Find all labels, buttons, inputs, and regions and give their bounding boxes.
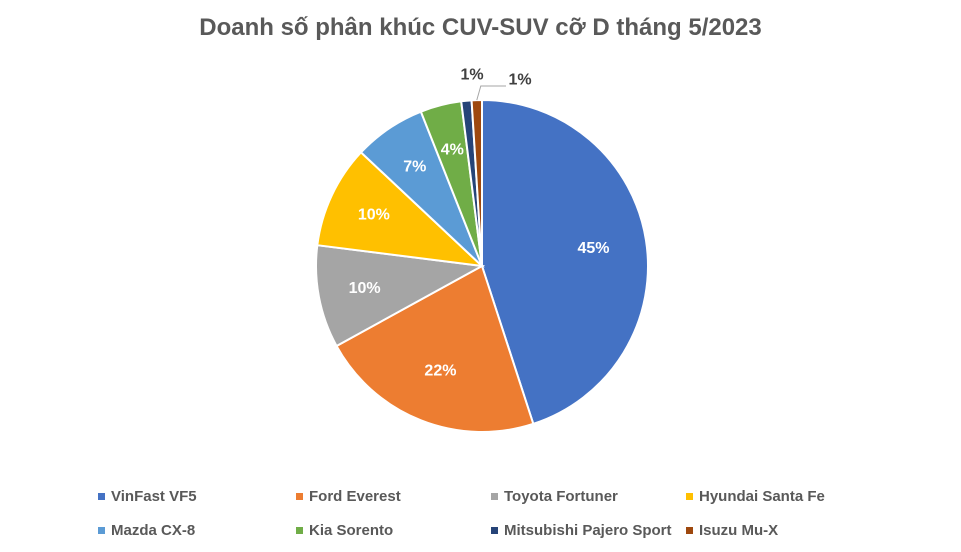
legend-swatch <box>98 527 105 534</box>
legend-item-toyota-fortuner: Toyota Fortuner <box>491 488 618 505</box>
legend-label: Mazda CX-8 <box>111 522 196 539</box>
legend-label: Toyota Fortuner <box>504 488 618 505</box>
leader-lines <box>476 85 506 101</box>
legend-swatch <box>98 493 105 500</box>
legend-item-isuzu-mu-x: Isuzu Mu-X <box>686 522 778 539</box>
legend-item-mazda-cx-8: Mazda CX-8 <box>98 522 195 539</box>
legend-swatch <box>686 493 693 500</box>
legend-label: Hyundai Santa Fe <box>699 488 825 505</box>
pie-slice-hyundai-santa-fe <box>316 150 485 268</box>
chart-title: Doanh số phân khúc CUV-SUV cỡ D tháng 5/… <box>199 14 762 41</box>
data-label-mazda-cx-8: 7% <box>403 159 426 176</box>
data-label-mitsubishi-pajero-sport: 1% <box>460 67 483 84</box>
legend-item-kia-sorento: Kia Sorento <box>296 522 393 539</box>
legend-item-ford-everest: Ford Everest <box>296 488 401 505</box>
legend-swatch <box>491 527 498 534</box>
data-label-vinfast-vf5: 45% <box>577 240 609 257</box>
legend-swatch <box>686 527 693 534</box>
legend-label: VinFast VF5 <box>111 488 197 505</box>
legend-item-hyundai-santa-fe: Hyundai Santa Fe <box>686 488 825 505</box>
pie-slices <box>315 98 649 433</box>
legend-label: Kia Sorento <box>309 522 394 539</box>
data-label-kia-sorento: 4% <box>441 142 464 159</box>
legend-swatch <box>491 493 498 500</box>
pie-slice-isuzu-mu-x <box>470 98 483 267</box>
data-labels: 45% 22% 10% 10% 7% 4% 1% 1% <box>349 67 610 380</box>
leader-line-isuzu-mu-x <box>476 85 506 101</box>
legend-item-mitsubishi-pajero-sport: Mitsubishi Pajero Sport <box>491 522 672 539</box>
legend-swatch <box>296 527 303 534</box>
pie-slice-ford-everest <box>335 264 535 433</box>
data-label-toyota-fortuner: 10% <box>349 280 381 297</box>
data-label-ford-everest: 22% <box>424 362 456 379</box>
legend-swatch <box>296 493 303 500</box>
legend-label: Ford Everest <box>309 488 401 505</box>
pie-slice-toyota-fortuner <box>315 244 486 348</box>
legend-label: Isuzu Mu-X <box>699 522 779 539</box>
legend: VinFast VF5 Ford Everest Toyota Fortuner Hy… <box>98 488 898 544</box>
legend-label: Mitsubishi Pajero Sport <box>504 522 672 539</box>
pie-slice-vinfast-vf5 <box>481 98 649 426</box>
legend-item-vinfast-vf5: VinFast VF5 <box>98 488 197 505</box>
data-label-isuzu-mu-x: 1% <box>508 72 531 89</box>
data-label-hyundai-santa-fe: 10% <box>358 207 390 224</box>
